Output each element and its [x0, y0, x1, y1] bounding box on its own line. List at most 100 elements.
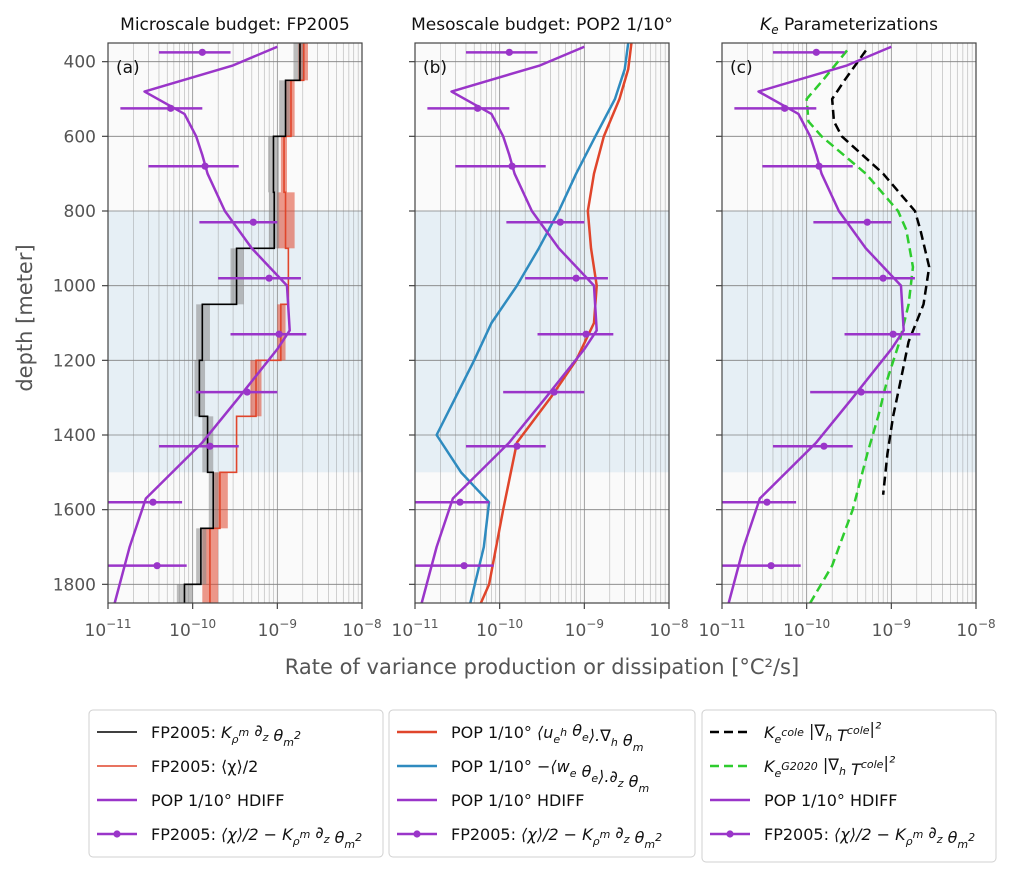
errorbar-point [508, 162, 516, 170]
errorbar-point [505, 48, 513, 56]
legend-symbol [710, 830, 750, 838]
uncertainty-band [279, 80, 290, 137]
errorbar-point [201, 162, 209, 170]
y-tick-label: 1600 [53, 501, 96, 521]
x-tick-label: 10−10 [476, 617, 523, 641]
legend-label: POP 1/10° HDIFF [451, 791, 584, 810]
panel-title: Mesoscale budget: POP2 1/10° [411, 15, 673, 35]
errorbar-point [243, 388, 251, 396]
legend-label: FP2005: ⟨χ⟩/2 − Kρm ∂z θm2 [451, 823, 662, 851]
legend-label: POP 1/10° HDIFF [764, 791, 897, 810]
panel-letter: (b) [423, 58, 447, 78]
errorbar-point [812, 48, 820, 56]
errorbar-point [198, 48, 206, 56]
x-tick-label: 10−10 [169, 617, 216, 641]
errorbar-point [879, 274, 887, 282]
x-tick-label: 10−9 [565, 617, 604, 641]
errorbar-point [767, 562, 775, 570]
errorbar-point [556, 218, 564, 226]
legend-label: FP2005: ⟨χ⟩/2 − Kρm ∂z θm2 [151, 823, 362, 851]
legends: FP2005: Kρm ∂z θm2 FP2005: ⟨χ⟩/2 POP 1/10°… [88, 709, 997, 863]
legend-label: FP2005: Kρm ∂z θm2 [151, 721, 301, 749]
legend-label: FP2005: ⟨χ⟩/2 − Kρm ∂z θm2 [764, 823, 975, 851]
y-axis-label: depth [meter] [13, 244, 37, 391]
legend-label: POP 1/10° −⟨we θe⟩.∂z θm [451, 757, 649, 795]
shaded-depth-band [415, 211, 669, 473]
legend-3: Kecole |∇h Tcole|² KeG2020 |∇h Tcole|² POP… [701, 709, 997, 863]
legend-box [88, 709, 384, 858]
plot-frame [414, 42, 670, 604]
plot-area [415, 43, 633, 603]
y-tick-label: 1400 [53, 426, 96, 446]
legend-1: FP2005: Kρm ∂z θm2 FP2005: ⟨χ⟩/2 POP 1/10°… [88, 709, 384, 858]
legend-label: POP 1/10° ⟨ueh θe⟩.∇h θm [451, 721, 643, 754]
errorbar-point [550, 388, 558, 396]
errorbar-point [456, 498, 464, 506]
x-tick-label: 10−9 [258, 617, 297, 641]
x-axis-label: Rate of variance production or dissipati… [285, 655, 799, 679]
panel-2: 10−11 10−10 10−9 10−8 Mesoscale budget: POP2… [392, 15, 689, 641]
panel-title: Ke Parameterizations [760, 15, 938, 37]
x-tick-label: 10−8 [649, 617, 688, 641]
axis-labels: depth [meter] Rate of variance productio… [13, 244, 799, 679]
errorbar-point [781, 104, 789, 112]
panel-1: 400 600 800 1000 1200 1400 1600 1800 10−11 10−10 1… [53, 15, 382, 641]
errorbar-point [474, 104, 482, 112]
x-tick-label: 10−9 [872, 617, 911, 641]
plot-frame [721, 42, 977, 604]
plot-area [722, 45, 931, 603]
errorbar-point [249, 218, 257, 226]
y-tick-label: 800 [64, 202, 96, 222]
errorbar-point [149, 498, 157, 506]
errorbar-point [460, 562, 468, 570]
errorbar-point [763, 498, 771, 506]
legend-label: FP2005: ⟨χ⟩/2 [151, 757, 258, 776]
panel-letter: (a) [116, 58, 140, 78]
uncertainty-band [285, 80, 295, 137]
legend-label: Kecole |∇h Tcole|² [764, 719, 882, 746]
grid [721, 43, 976, 603]
y-tick-label: 1000 [53, 277, 96, 297]
y-tick-label: 600 [64, 127, 96, 147]
x-tick-label: 10−8 [956, 617, 995, 641]
legend-box [701, 709, 997, 863]
errorbar-point [513, 442, 521, 450]
x-tick-label: 10−10 [783, 617, 830, 641]
errorbar-point [572, 274, 580, 282]
x-tick-label: 10−11 [85, 617, 132, 641]
errorbar-point [889, 330, 897, 338]
shaded-depth-band [722, 211, 976, 473]
x-tick-label: 10−11 [699, 617, 746, 641]
step-profile-line [183, 43, 301, 603]
y-tick-label: 1200 [53, 351, 96, 371]
plot-frame [107, 42, 363, 604]
legend-label: POP 1/10° HDIFF [151, 791, 284, 810]
uncertainty-band [293, 43, 305, 81]
errorbar-point [265, 274, 273, 282]
step-profile-line [209, 43, 305, 603]
x-tick-label: 10−11 [392, 617, 439, 641]
profile-line [479, 43, 633, 603]
grid [414, 43, 669, 603]
errorbar-point [582, 330, 590, 338]
errorbar-point [153, 562, 161, 570]
legend-box [388, 709, 696, 858]
y-tick-label: 400 [64, 53, 96, 73]
legend-label: KeG2020 |∇h Tcole|² [764, 753, 896, 780]
x-tick-label: 10−8 [342, 617, 381, 641]
errorbar-point [820, 442, 828, 450]
panel-letter: (c) [730, 58, 753, 78]
errorbar-point [167, 104, 175, 112]
panel-3: 10−11 10−10 10−9 10−8 Ke Parameterizations (c… [699, 15, 996, 641]
legend-symbol [397, 830, 437, 838]
errorbar-point [815, 162, 823, 170]
errorbar-point [857, 388, 865, 396]
legend-symbol [97, 830, 137, 838]
profile-line [435, 43, 630, 603]
errorbar-point [275, 330, 283, 338]
panel-title: Microscale budget: FP2005 [120, 15, 350, 35]
y-tick-label: 1800 [53, 575, 96, 595]
